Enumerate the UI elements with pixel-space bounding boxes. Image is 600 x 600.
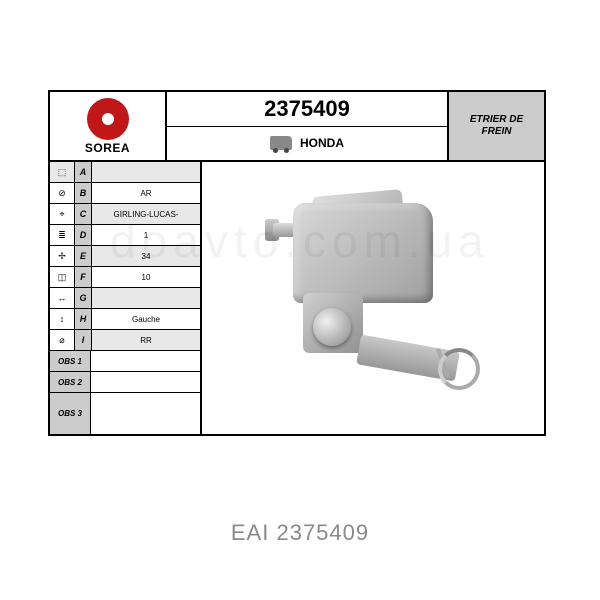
- spec-value: [92, 162, 200, 182]
- caption-code: 2375409: [276, 520, 369, 545]
- spec-icon: ↔: [50, 288, 75, 308]
- spec-row: ⌖ C GIRLING-LUCAS-: [50, 204, 200, 225]
- spec-row: ⬚ A: [50, 162, 200, 183]
- spec-letter: G: [75, 288, 92, 308]
- vehicle-make: HONDA: [300, 136, 344, 150]
- obs-label: OBS 1: [50, 351, 91, 371]
- part-number: 2375409: [167, 92, 447, 127]
- spec-letter: D: [75, 225, 92, 245]
- spec-value: GIRLING-LUCAS-: [92, 204, 200, 224]
- spec-letter: B: [75, 183, 92, 203]
- spec-row: ↕ H Gauche: [50, 309, 200, 330]
- spec-value: RR: [92, 330, 200, 350]
- spec-table: ⬚ A ⊘ B AR ⌖ C GIRLING-LUCAS- ≣ D 1: [50, 162, 202, 434]
- spec-row: ≣ D 1: [50, 225, 200, 246]
- outer-wrap: SOREA 2375409 HONDA ETRIER DE FREIN ⬚ A: [0, 0, 600, 600]
- obs-row: OBS 3: [50, 393, 200, 434]
- spec-card: SOREA 2375409 HONDA ETRIER DE FREIN ⬚ A: [48, 90, 546, 436]
- product-type-line2: FREIN: [482, 126, 512, 138]
- spec-letter: H: [75, 309, 92, 329]
- brand-logo-icon: [87, 98, 129, 140]
- title-box: 2375409 HONDA: [167, 92, 449, 160]
- spec-icon: ◫: [50, 267, 75, 287]
- spec-icon: ↕: [50, 309, 75, 329]
- spec-value: [92, 288, 200, 308]
- caption: EAI 2375409: [0, 520, 600, 546]
- spec-icon: ⌀: [50, 330, 75, 350]
- obs-value: [91, 393, 200, 434]
- spec-icon: ⬚: [50, 162, 75, 182]
- spec-row: ⊘ B AR: [50, 183, 200, 204]
- spec-row: ◫ F 10: [50, 267, 200, 288]
- card-header: SOREA 2375409 HONDA ETRIER DE FREIN: [50, 92, 544, 162]
- spec-letter: A: [75, 162, 92, 182]
- make-row: HONDA: [167, 127, 447, 159]
- spec-value: 10: [92, 267, 200, 287]
- brand-name: SOREA: [85, 141, 130, 155]
- obs-value: [91, 351, 200, 371]
- spec-letter: I: [75, 330, 92, 350]
- obs-row: OBS 2: [50, 372, 200, 393]
- product-type-box: ETRIER DE FREIN: [449, 92, 544, 160]
- spec-row: ✢ E 34: [50, 246, 200, 267]
- obs-value: [91, 372, 200, 392]
- card-body: ⬚ A ⊘ B AR ⌖ C GIRLING-LUCAS- ≣ D 1: [50, 162, 544, 434]
- spec-icon: ✢: [50, 246, 75, 266]
- product-type-line1: ETRIER DE: [470, 114, 523, 126]
- vehicle-icon: [270, 136, 292, 150]
- spec-row: ⌀ I RR: [50, 330, 200, 351]
- spec-value: 34: [92, 246, 200, 266]
- spec-icon: ≣: [50, 225, 75, 245]
- brake-caliper-icon: [263, 193, 483, 403]
- spec-letter: C: [75, 204, 92, 224]
- spec-value: AR: [92, 183, 200, 203]
- spec-icon: ⌖: [50, 204, 75, 224]
- spec-letter: F: [75, 267, 92, 287]
- obs-row: OBS 1: [50, 351, 200, 372]
- spec-row: ↔ G: [50, 288, 200, 309]
- caption-brand: EAI: [231, 520, 269, 545]
- spec-letter: E: [75, 246, 92, 266]
- obs-label: OBS 3: [50, 393, 91, 434]
- spec-icon: ⊘: [50, 183, 75, 203]
- obs-label: OBS 2: [50, 372, 91, 392]
- brand-box: SOREA: [50, 92, 167, 160]
- product-image-area: [202, 162, 544, 434]
- spec-value: Gauche: [92, 309, 200, 329]
- spec-value: 1: [92, 225, 200, 245]
